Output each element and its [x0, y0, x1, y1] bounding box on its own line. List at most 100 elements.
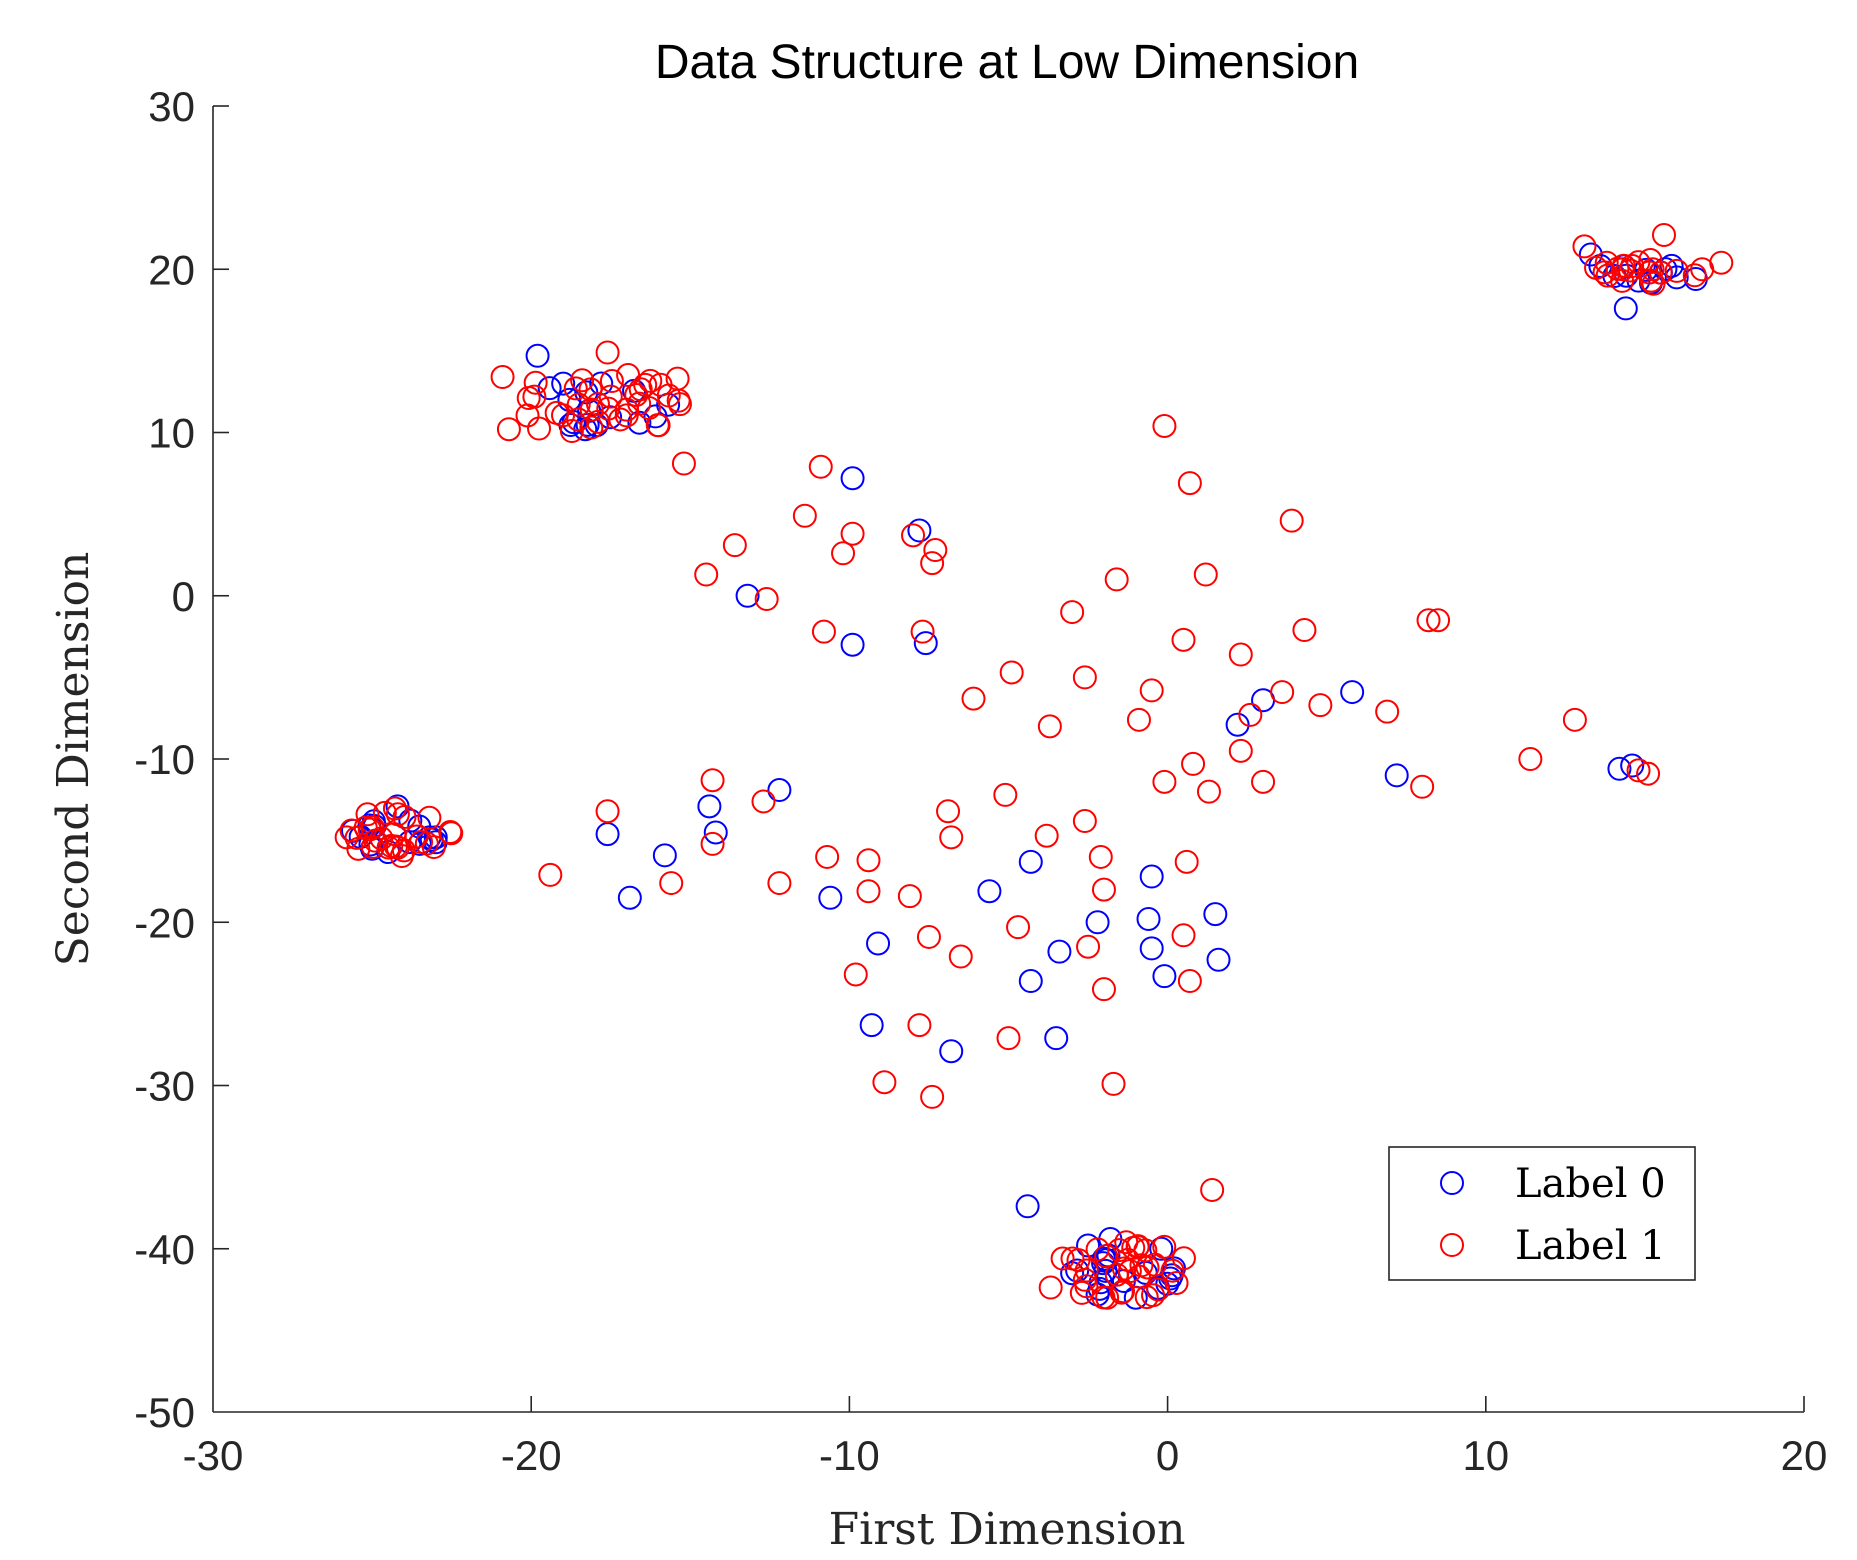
point-label-1 — [595, 340, 620, 365]
point-label-1 — [563, 376, 588, 401]
legend-marker-label-1 — [1440, 1233, 1464, 1257]
point-label-1 — [767, 871, 792, 896]
point-label-0 — [840, 632, 865, 657]
point-label-1 — [1109, 1280, 1134, 1305]
point-label-1 — [754, 587, 779, 612]
point-label-1 — [856, 848, 881, 873]
point-label-0 — [818, 885, 843, 910]
y-axis-ticks: -50 -40 -30 -20 -10 0 10 20 30 — [134, 83, 229, 1436]
point-label-0 — [1384, 763, 1409, 788]
point-label-1 — [1171, 923, 1196, 948]
y-axis-label: Second Dimension — [48, 552, 99, 967]
point-label-0 — [939, 1039, 964, 1064]
point-label-0 — [703, 820, 728, 845]
point-label-0 — [907, 518, 932, 543]
point-label-1 — [700, 768, 725, 793]
point-label-1 — [559, 419, 584, 444]
point-label-1 — [1139, 678, 1164, 703]
point-label-1 — [1682, 263, 1707, 288]
point-label-0 — [617, 885, 642, 910]
y-tick-label: 10 — [148, 410, 195, 457]
point-label-1 — [490, 364, 515, 389]
x-tick-label: 10 — [1462, 1432, 1509, 1479]
point-label-1 — [1426, 608, 1451, 633]
y-tick-label: -50 — [134, 1389, 195, 1436]
point-label-1 — [1200, 1177, 1225, 1202]
point-label-1 — [1641, 271, 1666, 296]
point-label-1 — [1181, 751, 1206, 776]
point-label-1 — [578, 377, 603, 402]
point-label-1 — [856, 879, 881, 904]
point-label-1 — [382, 796, 407, 821]
x-tick-label: -30 — [183, 1432, 244, 1479]
y-tick-label: -30 — [134, 1063, 195, 1110]
x-tick-label: 0 — [1156, 1432, 1179, 1479]
point-label-0 — [1613, 296, 1638, 321]
point-label-1 — [1091, 877, 1116, 902]
point-label-1 — [1038, 1275, 1063, 1300]
point-label-0 — [1085, 910, 1110, 935]
point-label-0 — [1607, 756, 1632, 781]
point-label-1 — [996, 1026, 1021, 1051]
point-label-1 — [515, 403, 540, 428]
point-label-1 — [566, 392, 591, 417]
point-label-1 — [1069, 1280, 1094, 1305]
point-label-1 — [1152, 413, 1177, 438]
point-label-1 — [1072, 809, 1097, 834]
point-label-1 — [901, 523, 926, 548]
point-label-1 — [1238, 702, 1263, 727]
point-label-0 — [1340, 680, 1365, 705]
point-label-1 — [579, 415, 604, 440]
point-label-1 — [1518, 747, 1543, 771]
point-label-1 — [1072, 665, 1097, 690]
point-label-0 — [1139, 864, 1164, 889]
point-label-1 — [1050, 1246, 1075, 1271]
legend-box — [1388, 1146, 1696, 1281]
point-label-1 — [1088, 844, 1113, 869]
point-label-0 — [1044, 1026, 1069, 1051]
point-label-1 — [936, 799, 961, 824]
point-label-1 — [1572, 234, 1597, 259]
legend: Label 0 Label 1 — [1388, 1146, 1696, 1281]
point-label-1 — [392, 805, 417, 829]
point-label-0 — [1203, 902, 1228, 927]
point-label-0 — [1152, 964, 1177, 989]
x-tick-label: -10 — [819, 1432, 880, 1479]
point-label-1 — [840, 521, 865, 546]
point-label-0 — [1225, 712, 1250, 737]
point-label-1 — [633, 372, 658, 397]
point-label-0 — [1206, 947, 1231, 972]
point-label-1 — [1152, 769, 1177, 794]
point-label-0 — [1136, 906, 1161, 931]
point-label-0 — [840, 466, 865, 491]
point-label-1 — [920, 551, 945, 576]
point-label-1 — [1091, 977, 1116, 1002]
point-label-1 — [961, 686, 986, 711]
point-label-1 — [1074, 1274, 1099, 1299]
point-label-1 — [920, 1084, 945, 1109]
point-label-1 — [1279, 508, 1304, 533]
point-label-1 — [792, 503, 817, 528]
point-label-1 — [1134, 1285, 1159, 1310]
point-label-1 — [993, 782, 1018, 807]
point-label-0 — [551, 371, 576, 396]
y-tick-label: -10 — [134, 736, 195, 783]
point-label-1 — [1164, 1270, 1189, 1295]
point-label-1 — [1037, 714, 1062, 739]
point-label-1 — [694, 562, 719, 587]
point-label-1 — [1076, 934, 1101, 959]
point-label-1 — [659, 871, 684, 896]
point-label-1 — [1034, 823, 1059, 848]
point-label-1 — [907, 1013, 932, 1038]
point-label-1 — [355, 802, 380, 827]
point-label-1 — [1638, 248, 1663, 273]
point-label-1 — [1292, 618, 1317, 643]
point-label-1 — [815, 844, 840, 869]
point-label-1 — [1270, 680, 1295, 705]
point-label-1 — [1171, 627, 1196, 652]
x-tick-label: -20 — [501, 1432, 562, 1479]
point-label-1 — [585, 392, 610, 417]
point-label-1 — [897, 884, 922, 909]
point-label-1 — [910, 619, 935, 644]
